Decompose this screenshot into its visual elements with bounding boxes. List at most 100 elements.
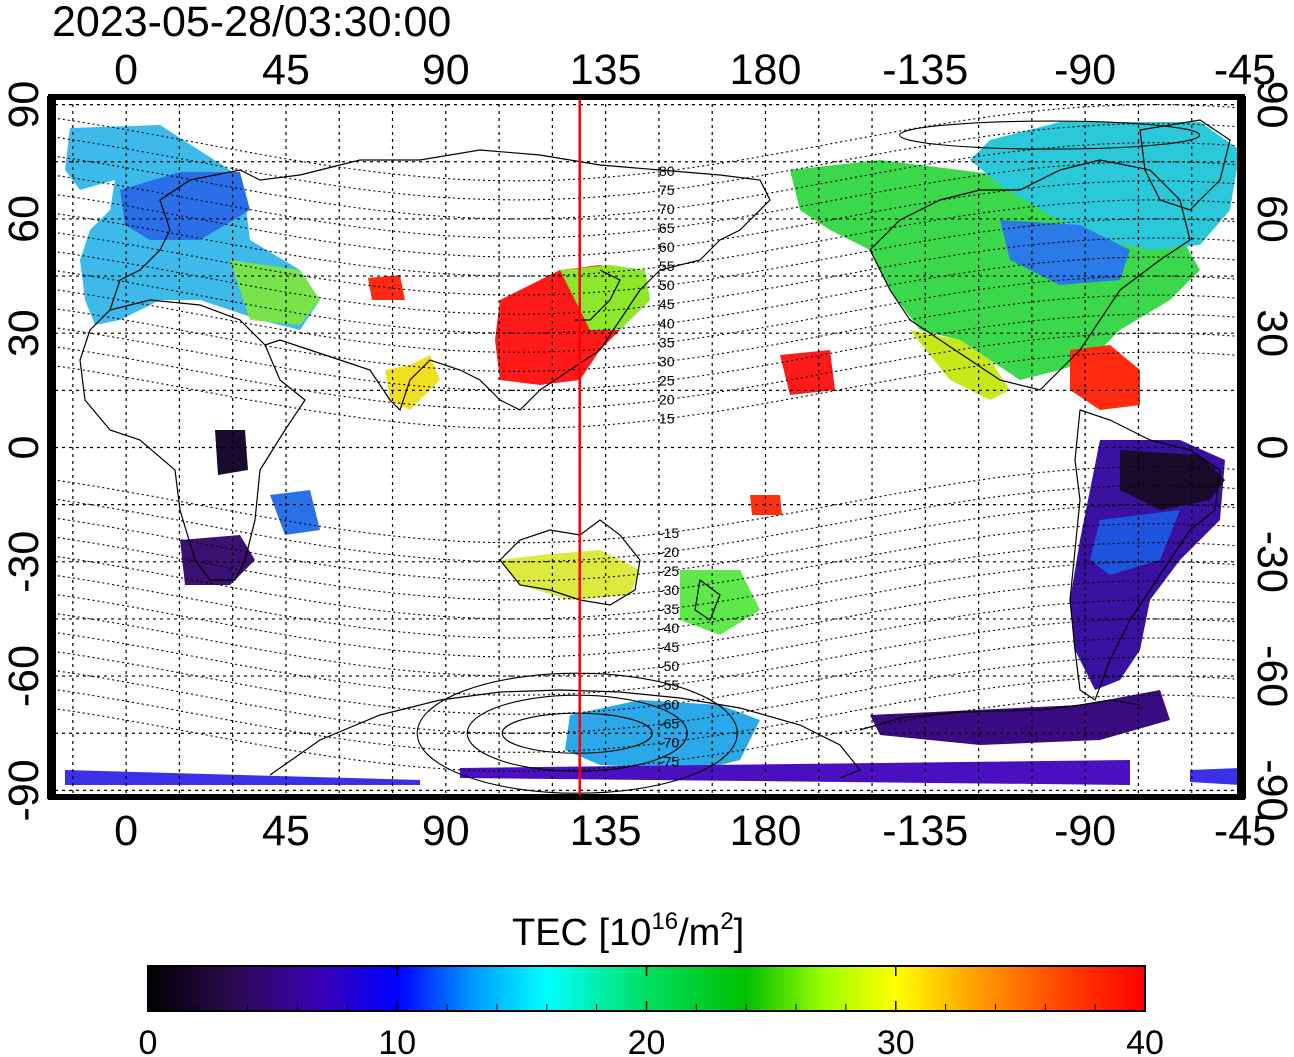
north-pole-contour — [899, 120, 1201, 150]
map-edge-top — [48, 94, 1245, 100]
colorbar-tick-label: 10 — [378, 1024, 416, 1057]
colorbar-ticks: 0 10 20 30 40 — [139, 966, 1164, 1057]
contour-label: 70 — [659, 201, 675, 217]
contour-label: 80 — [659, 163, 675, 179]
lon-label-bottom: 180 — [730, 807, 802, 855]
geomag-contour — [48, 123, 1242, 201]
contour-label: -45 — [659, 639, 679, 655]
geomag-contour — [48, 332, 1242, 410]
contour-label: -25 — [659, 563, 679, 579]
south-pole-contour — [466, 694, 688, 772]
contour-label: 20 — [659, 391, 675, 407]
tec-region-south-america-band — [1090, 510, 1180, 575]
tec-region-mexico — [910, 330, 1010, 400]
colorbar-tick-label: 30 — [877, 1024, 915, 1057]
geomag-contour — [48, 675, 1242, 753]
tec-region-antarctic-far-east — [1190, 768, 1240, 785]
tec-region-india — [385, 355, 440, 410]
geomag-contour — [48, 561, 1242, 639]
contour-label: -20 — [659, 544, 679, 560]
lon-label-bottom: -90 — [1054, 807, 1116, 855]
lat-label-left: 60 — [0, 195, 48, 243]
lat-label-right: 60 — [1248, 195, 1294, 243]
tec-region-new-zealand — [680, 570, 760, 635]
geomag-contour — [48, 580, 1242, 658]
contour-label: 60 — [659, 239, 675, 255]
geomag-contour — [48, 161, 1242, 239]
contour-label: -55 — [659, 677, 679, 693]
contour-label: -70 — [659, 734, 679, 750]
lon-label-top: -45 — [1214, 46, 1276, 94]
lon-label-top: 135 — [570, 46, 642, 94]
geomag-contour — [48, 351, 1242, 430]
geomag-contour — [48, 237, 1242, 315]
geomag-contour — [48, 637, 1242, 715]
lon-label-top: -135 — [882, 46, 968, 94]
lat-label-left: 30 — [0, 309, 48, 357]
timestamp: 2023-05-28/03:30:00 — [52, 0, 451, 46]
tec-region-antarctic-strip-west — [65, 770, 420, 785]
tec-region-japan — [560, 265, 650, 330]
lon-label-bottom: 0 — [114, 807, 138, 855]
lat-label-left: -30 — [0, 531, 48, 593]
lon-label-top: 0 — [114, 46, 138, 94]
lat-label-left: -60 — [0, 645, 48, 707]
geomag-contour — [48, 275, 1242, 353]
south-pole-contour — [501, 712, 653, 754]
map-edge-right — [1237, 97, 1245, 798]
contour-label: 25 — [659, 372, 675, 388]
contour-label: 30 — [659, 353, 675, 369]
contour-label: -50 — [659, 658, 679, 674]
tec-region-central-africa — [215, 430, 248, 475]
map-frame: 80 75 70 65 60 55 50 45 40 35 30 25 20 15 -15 -20 -25 -30… — [47, 94, 1246, 800]
geomag-contour — [48, 465, 1242, 544]
lon-label-bottom: 45 — [262, 807, 310, 855]
tec-region-hawaii — [780, 350, 835, 395]
axis-labels: 0 45 90 135 180 -135 -90 -450 45 90 135 180 -135 -90-… — [0, 46, 1294, 855]
geomag-contour — [48, 656, 1242, 734]
tec-region-madagascar — [270, 490, 320, 535]
contour-label: -40 — [659, 620, 679, 636]
tec-region-canada — [970, 122, 1240, 250]
lat-label-right: 30 — [1248, 309, 1294, 357]
geomag-contour — [48, 485, 1242, 563]
lat-label-right: 90 — [1248, 81, 1294, 129]
geomag-contour — [48, 104, 1242, 182]
lon-label-top: -90 — [1054, 46, 1116, 94]
tec-region-caribbean — [1070, 345, 1140, 410]
tec-region-antarctic-strip-east — [460, 760, 1130, 785]
colorbar-title: TEC [1016/m2] — [512, 908, 744, 954]
contour-label: 50 — [659, 277, 675, 293]
colorbar-tick-label: 20 — [628, 1024, 666, 1057]
contour-label: 75 — [659, 182, 675, 198]
tec-region-southern-africa — [180, 535, 255, 585]
geomag-contour — [48, 294, 1242, 372]
contour-label: -35 — [659, 601, 679, 617]
contour-label: -65 — [659, 715, 679, 731]
lon-label-bottom: 135 — [570, 807, 642, 855]
graticule — [48, 97, 1245, 798]
geomag-contour — [48, 313, 1242, 391]
contour-label: 55 — [659, 258, 675, 274]
lat-label-right: -30 — [1248, 531, 1294, 593]
contour-label: -60 — [659, 696, 679, 712]
contour-label: 45 — [659, 296, 675, 312]
tec-region-china-west — [368, 275, 405, 300]
contour-label: 15 — [659, 411, 675, 427]
contour-label: -15 — [659, 525, 679, 541]
lon-label-bottom: 90 — [422, 807, 470, 855]
coastlines — [79, 119, 1231, 779]
lat-label-right: -60 — [1248, 645, 1294, 707]
geomag-contour — [48, 599, 1242, 677]
lon-label-bottom: -45 — [1214, 807, 1276, 855]
geomag-contour — [48, 142, 1242, 220]
geomag-contour — [48, 618, 1242, 696]
contour-label: -75 — [659, 753, 679, 769]
tec-region-antarctic-atlantic — [870, 690, 1170, 745]
geomag-contour — [48, 542, 1242, 620]
map-edge-left — [48, 97, 56, 798]
colorbar: TEC [1016/m2] 0 10 20 30 40 — [139, 908, 1164, 1057]
map-edge-bottom — [48, 794, 1245, 800]
geomag-contour — [48, 523, 1242, 601]
